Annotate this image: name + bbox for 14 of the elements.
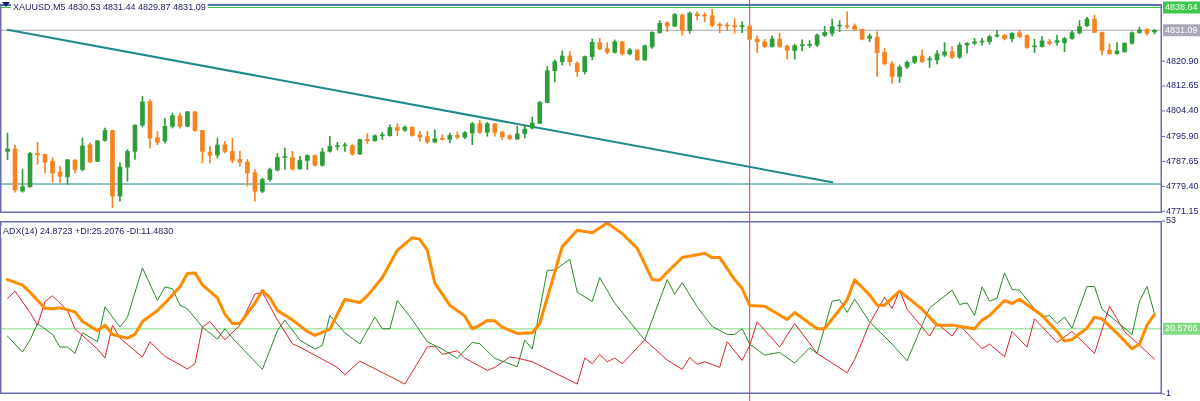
y-tick-label: 53 xyxy=(1166,215,1177,226)
y-tick-label: 4787.65 xyxy=(1166,155,1199,166)
text: ADX(14) 24.8723 +DI:25.2076 -DI:11.4830 xyxy=(3,226,174,237)
y-tick-label: 4812.65 xyxy=(1166,80,1199,91)
ref-line-label: 4838.64 xyxy=(1165,1,1198,12)
chart-title: XAUUSD.M5 4830.53 4831.44 4829.87 4831.09 xyxy=(13,2,206,13)
y-tick-label: 4771.15 xyxy=(1166,205,1199,216)
ref-line-label: 4831.09 xyxy=(1165,24,1198,35)
y-tick-label: 4820.90 xyxy=(1166,55,1199,66)
y-tick-label: 4804.40 xyxy=(1166,105,1199,116)
ref-line-label: 20.5766 xyxy=(1165,323,1198,334)
y-tick-label: 1 xyxy=(1166,388,1172,399)
y-tick-label: 4795.90 xyxy=(1166,131,1199,142)
y-tick-label: 4779.40 xyxy=(1166,180,1199,191)
